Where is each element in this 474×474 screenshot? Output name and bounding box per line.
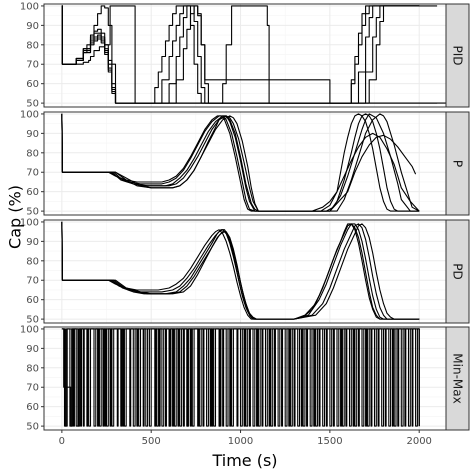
facet-panel-pid: 50 60 70 80 90 100 PID [20,1,470,110]
x-axis: 0 500 1000 1500 2000 [59,430,432,447]
series-line-6 [61,113,417,212]
facet-strip: PID [445,3,470,108]
y-tick-label: 70 [26,168,39,179]
facet-label: PID [451,45,465,65]
y-tick-label: 70 [26,276,39,287]
facet-strip: PD [445,219,470,324]
y-tick-label: 80 [26,363,39,374]
x-tick-label: 1500 [317,436,342,447]
series-line-5 [61,221,420,320]
series-line-1 [61,113,420,212]
facet-label: PD [451,263,465,279]
series-line-2 [61,113,420,212]
panel-background [43,111,447,216]
strip-background [445,326,470,431]
x-tick-label: 0 [59,436,65,447]
y-tick-label: 100 [20,1,39,12]
y-tick-label: 50 [26,207,39,218]
x-axis-title: Time (s) [211,451,277,470]
facet-panels: 50 60 70 80 90 100 PID 50 60 70 80 90 100 P 50 60 70 80 90… [20,1,470,433]
facet-panel-min-max: 50 60 70 80 90 100 Min-Max [20,324,470,433]
y-tick-label: 60 [26,295,39,306]
y-tick-label: 90 [26,129,39,140]
facet-panel-pd: 50 60 70 80 90 100 PD [20,217,470,326]
facet-strip: Min-Max [445,326,470,431]
x-tick-label: 500 [142,436,161,447]
series-line-3 [61,328,420,427]
facet-label: Min-Max [451,353,465,403]
strip-background [445,111,470,216]
y-tick-label: 80 [26,148,39,159]
facet-strip: P [445,111,470,216]
y-tick-label: 80 [26,40,39,51]
strip-background [445,3,470,108]
panel-background [43,3,447,108]
y-tick-label: 100 [20,324,39,335]
series-group [61,113,420,212]
y-tick-label: 60 [26,402,39,413]
y-axis-title: Cap (%) [6,185,25,249]
y-tick-label: 60 [26,187,39,198]
strip-background [445,219,470,324]
series-line-1 [61,221,420,320]
y-tick-label: 100 [20,217,39,228]
y-tick-label: 100 [20,109,39,120]
y-tick-label: 70 [26,383,39,394]
x-tick-label: 1000 [228,436,253,447]
facet-panel-p: 50 60 70 80 90 100 P [20,109,470,218]
facet-label: P [451,160,465,167]
panel-background [43,219,447,324]
series-line-4 [61,113,420,212]
series-group [61,5,446,104]
y-tick-label: 50 [26,99,39,110]
series-line-7 [61,5,420,104]
y-tick-label: 90 [26,21,39,32]
y-tick-label: 80 [26,256,39,267]
series-line-4 [61,5,420,104]
series-group [61,328,420,427]
y-tick-label: 90 [26,237,39,248]
y-tick-label: 90 [26,344,39,355]
y-tick-label: 60 [26,79,39,90]
y-tick-label: 50 [26,315,39,326]
series-line-3 [61,5,420,104]
y-tick-label: 70 [26,60,39,71]
y-tick-label: 50 [26,422,39,433]
x-tick-label: 2000 [406,436,431,447]
series-group [61,221,420,320]
